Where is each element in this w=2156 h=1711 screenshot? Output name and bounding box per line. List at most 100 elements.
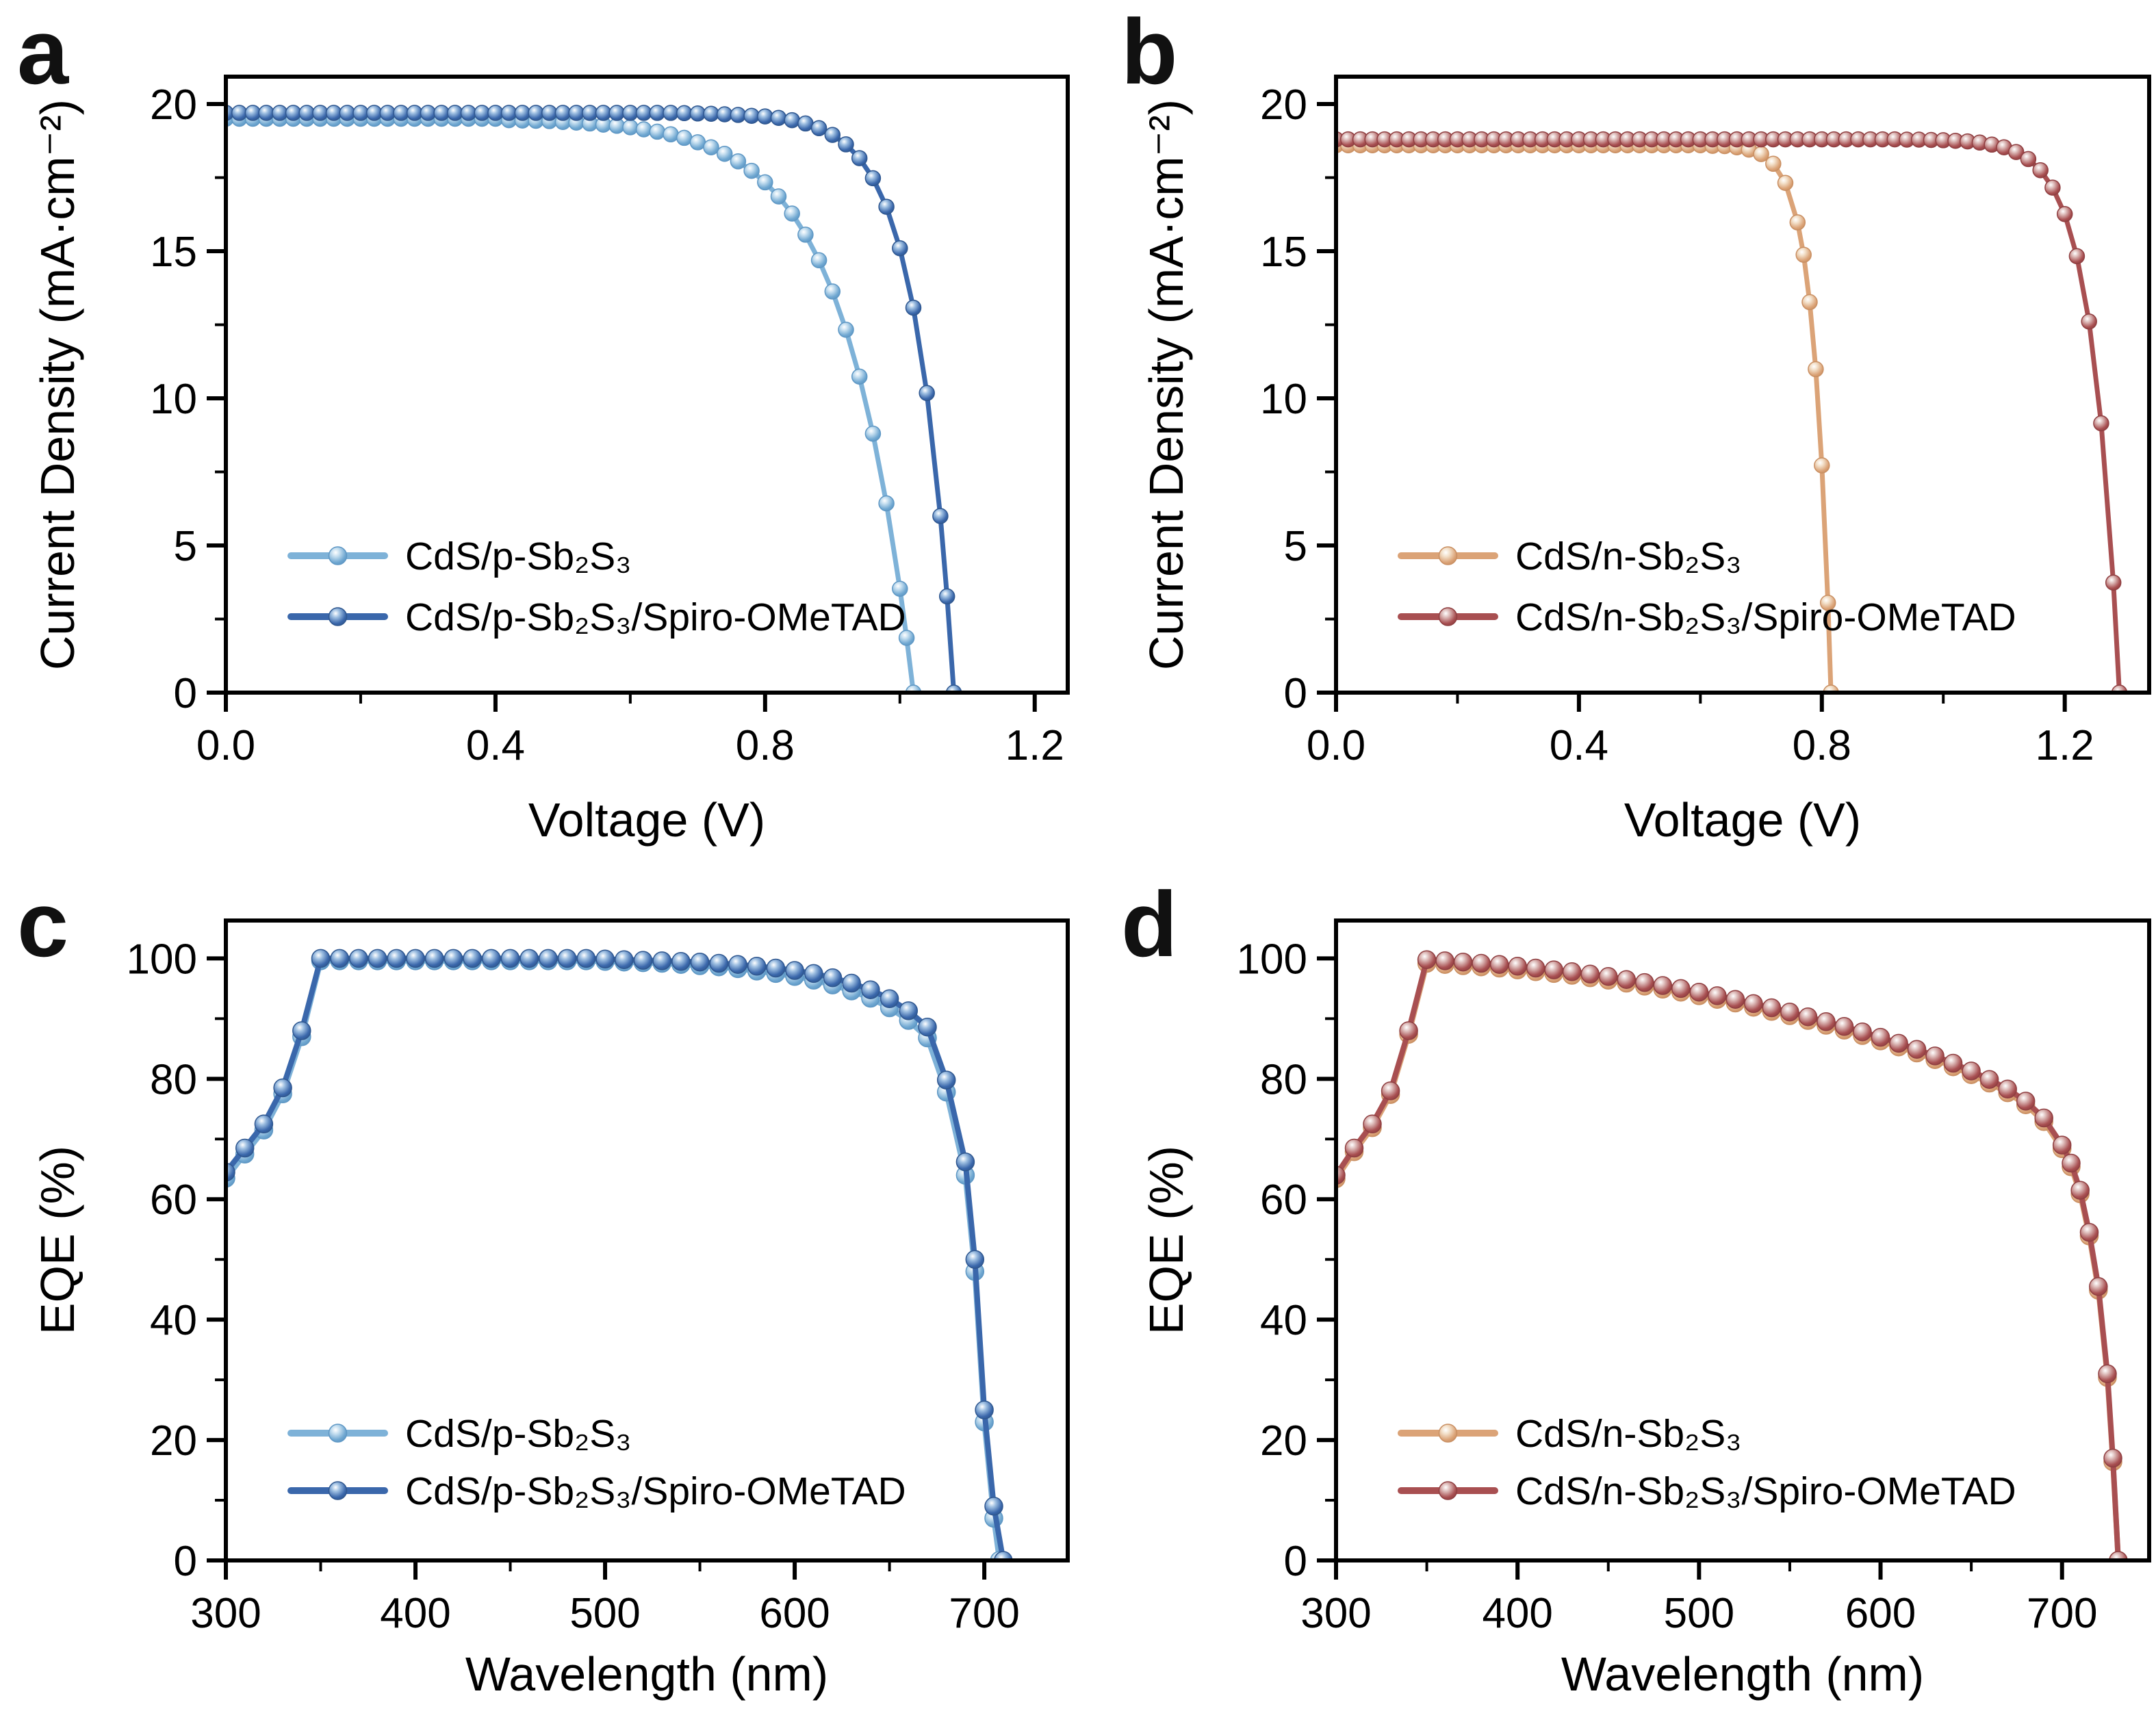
data-point [1962, 1062, 1981, 1081]
data-point [528, 105, 544, 121]
data-point [1562, 962, 1582, 981]
data-point [254, 1114, 274, 1134]
data-point [898, 630, 915, 646]
data-point [352, 105, 369, 121]
x-tick-label: 500 [1664, 1590, 1734, 1637]
y-tick-label: 0 [1284, 1538, 1307, 1585]
data-point [1819, 595, 1836, 611]
data-point [379, 105, 396, 121]
panel-a: 0.0 0.4 0.8 1.2 0 5 10 15 20 CdS/p-Sb₂S₃ CdS/p-Sb₂… [150, 75, 1070, 769]
legend-marker [328, 1481, 348, 1500]
y-tick-label: 10 [150, 376, 197, 423]
data-point [936, 1070, 956, 1090]
data-point [730, 107, 747, 123]
data-point [557, 949, 577, 968]
data-point [368, 949, 387, 968]
data-point [1508, 957, 1527, 976]
data-point [2020, 151, 2037, 168]
data-point [1744, 994, 1763, 1014]
data-point [633, 951, 653, 970]
data-point [2093, 415, 2109, 432]
data-point [784, 205, 800, 222]
y-axis-title-b: Current Density (mA·cm⁻²) [1140, 99, 1193, 671]
data-point [235, 1138, 255, 1158]
legend-label: CdS/p-Sb₂S₃/Spiro-OMeTAD [405, 1469, 906, 1513]
data-point [1801, 294, 1818, 311]
legend-marker [1438, 546, 1458, 565]
data-point [2034, 1108, 2053, 1128]
data-point [1780, 1002, 1799, 1022]
data-point [2032, 162, 2049, 179]
data-point [1753, 146, 1769, 162]
y-tick-label: 60 [1260, 1176, 1307, 1224]
panel-d: 300 400 500 600 700 0 20 40 60 80 100 CdS/n-Sb₂S₃ Cd… [1237, 918, 2151, 1637]
data-point [766, 958, 786, 978]
panel-b: 0.0 0.4 0.8 1.2 0 5 10 15 20 CdS/n-Sb₂S₃ CdS/n-Sb₂… [1260, 75, 2151, 769]
legend-label: CdS/n-Sb₂S₃/Spiro-OMeTAD [1515, 595, 2016, 639]
data-point [622, 119, 639, 136]
data-point [444, 949, 463, 968]
data-point [424, 949, 444, 968]
data-point [955, 1152, 975, 1172]
data-point [810, 120, 827, 137]
x-tick-label: 300 [190, 1590, 261, 1637]
data-point [1889, 1033, 1908, 1053]
y-tick-label: 100 [127, 936, 197, 983]
data-point [671, 952, 691, 971]
y-tick-label: 20 [150, 81, 197, 129]
data-point [608, 105, 625, 121]
data-point [500, 949, 520, 968]
data-point [743, 162, 760, 179]
data-point [541, 105, 558, 121]
data-point [663, 126, 679, 143]
y-tick-label: 100 [1237, 936, 1307, 983]
data-point [1599, 967, 1618, 986]
panel-label-c: c [17, 873, 69, 976]
data-point [1653, 976, 1673, 995]
legend-label: CdS/p-Sb₂S₃ [405, 535, 631, 578]
y-tick-label: 10 [1260, 376, 1307, 423]
y-tick-label: 15 [150, 229, 197, 276]
data-point [576, 949, 596, 968]
data-point [892, 240, 908, 257]
data-point [615, 950, 634, 969]
data-point [595, 949, 615, 969]
data-point [365, 105, 383, 121]
data-point [2052, 1135, 2072, 1155]
x-tick-label: 0.4 [1550, 722, 1608, 769]
data-point [899, 1001, 919, 1020]
y-tick-label: 5 [174, 523, 197, 570]
plot-frame [1334, 75, 2151, 695]
data-point [1453, 952, 1473, 972]
data-point [1708, 986, 1727, 1005]
data-point [1544, 960, 1563, 979]
x-tick-label: 0.8 [736, 722, 795, 769]
x-tick-label: 700 [2027, 1590, 2097, 1637]
data-point [838, 136, 854, 153]
data-point [652, 951, 671, 970]
data-point [1472, 953, 1491, 973]
y-axis-title-d: EQE (%) [1140, 1145, 1193, 1335]
data-point [1925, 1046, 1945, 1066]
data-point [463, 949, 482, 968]
data-point [690, 952, 710, 972]
data-point [1344, 1138, 1364, 1158]
data-point [1526, 958, 1545, 978]
data-point [2016, 1092, 2036, 1111]
data-point [1808, 361, 1824, 378]
data-point [728, 955, 747, 974]
data-point [1817, 1012, 1836, 1031]
data-point [1617, 970, 1637, 989]
data-point [1777, 175, 1794, 191]
data-point [824, 283, 841, 300]
data-point [2007, 144, 2025, 160]
legend-label: CdS/p-Sb₂S₃ [405, 1412, 631, 1456]
x-tick-label: 600 [1845, 1590, 1916, 1637]
x-tick-label: 0.8 [1793, 722, 1851, 769]
data-point [861, 980, 880, 999]
x-tick-label: 1.2 [2036, 722, 2094, 769]
data-point [838, 322, 854, 338]
data-point [1399, 1021, 1418, 1040]
panel-label-b: b [1121, 0, 1178, 103]
